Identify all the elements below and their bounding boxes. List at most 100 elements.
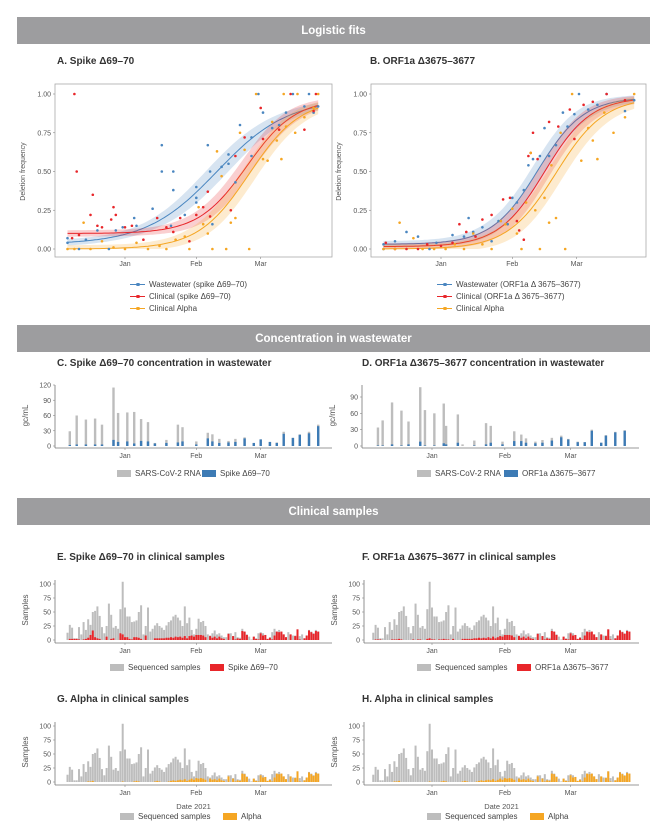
legend-swatch-icon [117, 470, 131, 477]
y-tick-label: 60 [350, 411, 358, 418]
bar-total [400, 410, 403, 446]
bar-variant [84, 444, 88, 446]
bar-total [273, 770, 276, 782]
bar-variant [520, 637, 523, 640]
bar-total [202, 762, 205, 782]
data-point-2 [146, 247, 150, 251]
bar-total [525, 634, 527, 640]
bar-total [181, 427, 184, 446]
bar-total [163, 629, 166, 640]
bar-variant [202, 778, 205, 782]
bar-total [117, 628, 120, 640]
data-point-2 [524, 201, 528, 204]
bar-total [468, 769, 471, 782]
data-point-1 [91, 193, 95, 197]
bar-total [158, 768, 161, 782]
panel-h-title: H. Alpha in clinical samples [362, 694, 494, 705]
bar-variant [496, 637, 499, 640]
legend-f-orf1a: ORF1a Δ3675–3677 [517, 663, 608, 672]
bar-total [496, 617, 499, 640]
legend-swatch-icon [427, 813, 441, 820]
data-point-2 [261, 157, 265, 161]
bar-variant [282, 634, 285, 640]
bar-total [520, 775, 523, 782]
bar-total [137, 612, 140, 640]
bar-variant [614, 780, 617, 782]
bar-variant [626, 773, 629, 782]
data-point-1 [277, 128, 281, 131]
data-point-0 [522, 188, 526, 192]
bar-variant [581, 639, 584, 640]
bar-variant [473, 638, 476, 640]
x-tick-label: Mar [255, 261, 268, 268]
data-point-2 [66, 247, 69, 251]
bar-variant [428, 781, 431, 782]
bar-total [133, 763, 136, 782]
chart-panel-f: 0 25 50 75 100 Jan Feb Mar Samples [330, 580, 639, 655]
bar-total [257, 633, 260, 640]
data-point-1 [474, 235, 477, 238]
bar-variant [621, 774, 624, 782]
bar-total [165, 767, 168, 782]
bar-variant [204, 779, 207, 782]
bar-variant [520, 779, 523, 782]
bar-variant [144, 635, 147, 640]
bar-total [447, 747, 450, 782]
bar-variant [506, 778, 509, 782]
bar-variant [445, 781, 448, 782]
bar-variant [314, 631, 317, 640]
bar-variant [550, 440, 554, 446]
section-header-concentration: Concentration in wastewater [17, 325, 650, 352]
bar-variant [71, 638, 74, 640]
bar-total [456, 414, 460, 446]
y-tick-label: 0 [47, 638, 51, 645]
panel-e-title: E. Spike Δ69–70 in clinical samples [57, 552, 225, 563]
data-point-2 [296, 92, 299, 96]
bar-total [524, 438, 528, 446]
bar-variant [243, 631, 246, 640]
bar-variant [209, 636, 212, 640]
bar-variant [588, 774, 591, 782]
data-point-0 [206, 143, 210, 147]
bar-total [515, 776, 518, 782]
data-point-2 [504, 222, 507, 226]
data-point-2 [511, 207, 514, 210]
data-point-2 [499, 219, 503, 223]
bar-variant [176, 442, 180, 446]
bar-variant [181, 780, 184, 782]
bar-total [234, 632, 237, 640]
data-point-0 [160, 143, 164, 147]
data-point-2 [591, 139, 595, 142]
bar-variant [574, 776, 577, 782]
bar-variant [259, 439, 262, 446]
bar-variant [482, 780, 485, 782]
bar-variant [170, 637, 172, 640]
data-point-0 [428, 247, 431, 251]
bar-variant [510, 778, 513, 782]
bar-total [225, 779, 228, 782]
data-point-1 [314, 92, 318, 96]
y-axis-label: Samples [21, 736, 30, 767]
bar-total [126, 412, 129, 446]
bar-variant [576, 780, 579, 782]
data-point-0 [284, 111, 288, 114]
data-point-0 [227, 153, 230, 156]
bar-total [199, 764, 202, 782]
legend-label: ORF1a Δ3675–3677 [522, 469, 596, 478]
bar-variant [227, 776, 230, 782]
bar-total [91, 612, 94, 640]
bar-total [149, 773, 152, 782]
bar-variant [195, 634, 198, 640]
bar-total [220, 635, 223, 640]
bar-variant [121, 781, 124, 782]
bar-variant [298, 639, 301, 640]
bar-variant [121, 634, 124, 640]
data-point-0 [554, 143, 558, 147]
bar-variant [158, 781, 161, 782]
bar-variant [236, 780, 239, 782]
bar-total [414, 745, 417, 782]
bar-total [602, 635, 605, 640]
bar-variant [586, 773, 589, 782]
bar-total [193, 776, 195, 782]
bar-variant [213, 779, 216, 782]
